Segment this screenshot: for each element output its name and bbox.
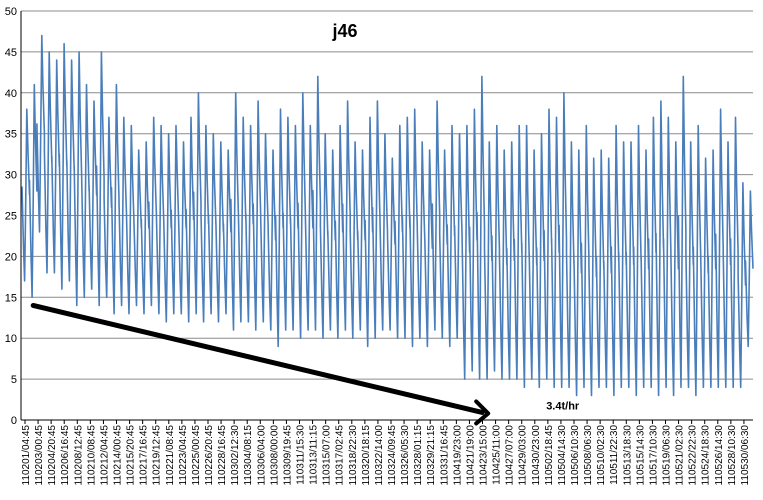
y-tick-label: 10 (5, 333, 17, 345)
x-tick-label: 110306/04:00 (256, 425, 267, 486)
x-tick-label: 110508/06:30 (583, 425, 594, 486)
x-tick-label: 110517/10:30 (648, 425, 659, 486)
x-tick-label: 110506/10:30 (570, 425, 581, 486)
x-tick-label: 110504/14:30 (557, 425, 568, 486)
y-tick-label: 5 (11, 374, 17, 386)
x-tick-label: 110203/00:45 (34, 425, 45, 486)
y-tick-label: 35 (5, 129, 17, 141)
x-tick-label: 110228/16:45 (217, 425, 228, 486)
x-tick-label: 110526/14:30 (714, 425, 725, 486)
x-tick-label: 110510/02:30 (596, 425, 607, 486)
x-tick-label: 110513/18:30 (622, 425, 633, 486)
y-tick-label: 45 (5, 47, 17, 59)
x-tick-label: 110329/21:15 (426, 425, 437, 486)
y-tick-label: 15 (5, 292, 17, 304)
x-tick-label: 110528/10:30 (727, 425, 738, 486)
x-tick-label: 110318/22:30 (348, 425, 359, 486)
x-tick-label: 110313/11:15 (309, 425, 320, 485)
y-tick-label: 25 (5, 211, 17, 223)
x-tick-label: 110302/12:30 (230, 425, 241, 486)
x-tick-label: 110223/04:45 (178, 425, 189, 486)
x-tick-label: 110519/06:30 (662, 425, 673, 486)
x-tick-label: 110219/12:45 (152, 425, 163, 486)
x-tick-label: 110322/14:00 (374, 425, 385, 486)
x-tick-label: 110304/08:15 (243, 425, 254, 486)
x-tick-label: 110206/16:45 (60, 425, 71, 486)
trend-arrow-head (474, 399, 491, 426)
y-tick-label: 40 (5, 88, 17, 100)
y-tick-label: 30 (5, 170, 17, 182)
x-tick-label: 110530/06:30 (740, 425, 751, 486)
x-tick-label: 110311/15:30 (296, 425, 307, 485)
x-tick-label: 110427/07:00 (505, 425, 516, 486)
trend-annotation: 3.4t/hr (30, 302, 580, 426)
y-tick-label: 20 (5, 251, 17, 263)
x-tick-label: 110524/18:30 (701, 425, 712, 486)
x-tick-label: 110315/07:00 (322, 425, 333, 486)
x-tick-label: 110331/16:45 (439, 425, 450, 486)
x-tick-label: 110429/03:00 (518, 425, 529, 486)
x-tick-label: 110425/11:00 (492, 425, 503, 485)
x-tick-label: 110221/08:45 (165, 425, 176, 486)
x-tick-label: 110225/00:45 (191, 425, 202, 486)
x-tick-label: 110212/04:45 (99, 425, 110, 486)
x-tick-label: 110326/05:30 (400, 425, 411, 486)
x-tick-label: 110320/18:15 (361, 425, 372, 486)
x-tick-label: 110308/00:00 (269, 425, 280, 486)
y-tick-label: 0 (11, 415, 17, 427)
series-group (21, 34, 754, 397)
x-tick-label: 110201/04:45 (21, 425, 32, 486)
annotation-label: 3.4t/hr (546, 400, 580, 412)
x-axis-ticks: 110201/04:45 110203/00:45 110204/20:45 1102… (21, 420, 751, 485)
x-tick-label: 110421/19:00 (465, 425, 476, 486)
x-tick-label: 110521/02:30 (675, 425, 686, 486)
trend-arrow-shaft (30, 302, 485, 415)
data-series-line (21, 34, 754, 397)
x-tick-label: 110208/12:45 (73, 425, 84, 486)
x-tick-label: 110430/23:00 (531, 425, 542, 486)
x-tick-label: 110226/20:45 (204, 425, 215, 486)
x-tick-label: 110522/22:30 (688, 425, 699, 486)
x-tick-label: 110210/08:45 (86, 425, 97, 486)
x-tick-label: 110502/18:45 (544, 425, 555, 486)
x-tick-label: 110309/19:45 (282, 425, 293, 486)
x-tick-label: 110317/02:45 (335, 425, 346, 486)
x-tick-label: 110423/15:00 (479, 425, 490, 486)
x-tick-label: 110204/20:45 (47, 425, 58, 486)
x-tick-label: 110419/23:00 (452, 425, 463, 486)
x-tick-label: 110217/16:45 (139, 425, 150, 486)
x-tick-label: 110214/00:45 (113, 425, 124, 486)
x-tick-label: 110515/14:30 (635, 425, 646, 486)
y-tick-label: 50 (5, 6, 17, 18)
y-axis-ticks: 0 5 10 15 20 25 30 35 40 45 50 (5, 6, 17, 427)
x-tick-label: 110215/20:45 (126, 425, 137, 486)
x-tick-label: 110511/22:30 (609, 425, 620, 485)
x-tick-label: 110328/01:15 (413, 425, 424, 486)
chart-title: j46 (331, 21, 357, 41)
x-tick-label: 110324/09:45 (387, 425, 398, 486)
